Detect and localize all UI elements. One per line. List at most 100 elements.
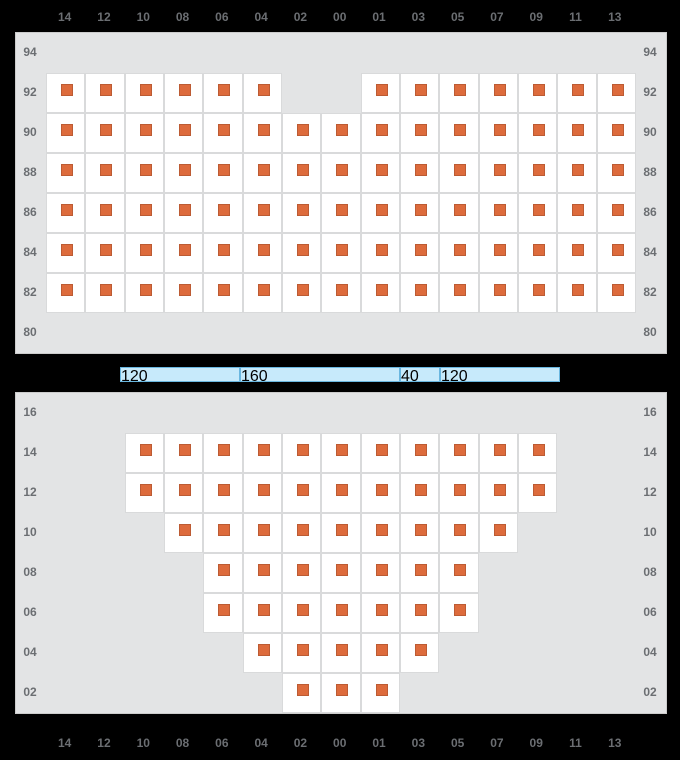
seat-cell[interactable] xyxy=(400,593,439,633)
seat-cell[interactable] xyxy=(282,233,321,273)
seat-cell[interactable] xyxy=(361,113,400,153)
seat-cell[interactable] xyxy=(400,273,439,313)
seat-cell[interactable] xyxy=(46,193,85,233)
seat-cell[interactable] xyxy=(321,593,360,633)
seat-cell[interactable] xyxy=(439,513,478,553)
seat-cell[interactable] xyxy=(361,273,400,313)
seat-cell[interactable] xyxy=(361,633,400,673)
seat-cell[interactable] xyxy=(321,113,360,153)
seat-cell[interactable] xyxy=(400,73,439,113)
seat-cell[interactable] xyxy=(400,153,439,193)
seat-cell[interactable] xyxy=(597,233,636,273)
seat-cell[interactable] xyxy=(479,233,518,273)
seat-cell[interactable] xyxy=(439,73,478,113)
seat-cell[interactable] xyxy=(243,633,282,673)
seat-cell[interactable] xyxy=(282,193,321,233)
seat-cell[interactable] xyxy=(597,193,636,233)
seat-cell[interactable] xyxy=(203,73,242,113)
seat-cell[interactable] xyxy=(321,273,360,313)
seat-cell[interactable] xyxy=(557,153,596,193)
seat-cell[interactable] xyxy=(203,433,242,473)
seat-cell[interactable] xyxy=(282,593,321,633)
seat-cell[interactable] xyxy=(361,513,400,553)
seat-cell[interactable] xyxy=(479,273,518,313)
seat-cell[interactable] xyxy=(361,233,400,273)
seat-cell[interactable] xyxy=(243,233,282,273)
seat-cell[interactable] xyxy=(439,473,478,513)
seat-cell[interactable] xyxy=(400,553,439,593)
seat-cell[interactable] xyxy=(597,273,636,313)
seat-cell[interactable] xyxy=(557,273,596,313)
seat-cell[interactable] xyxy=(282,433,321,473)
seat-cell[interactable] xyxy=(439,433,478,473)
seat-cell[interactable] xyxy=(518,433,557,473)
seat-cell[interactable] xyxy=(439,273,478,313)
seat-cell[interactable] xyxy=(243,593,282,633)
seat-cell[interactable] xyxy=(164,273,203,313)
seat-cell[interactable] xyxy=(125,473,164,513)
seat-cell[interactable] xyxy=(479,193,518,233)
seat-cell[interactable] xyxy=(243,273,282,313)
seat-cell[interactable] xyxy=(125,273,164,313)
seat-cell[interactable] xyxy=(164,73,203,113)
seat-cell[interactable] xyxy=(203,233,242,273)
seat-cell[interactable] xyxy=(125,193,164,233)
seat-cell[interactable] xyxy=(439,153,478,193)
seat-cell[interactable] xyxy=(125,73,164,113)
seat-cell[interactable] xyxy=(439,593,478,633)
seat-cell[interactable] xyxy=(203,153,242,193)
seat-cell[interactable] xyxy=(361,673,400,713)
seat-cell[interactable] xyxy=(557,113,596,153)
seat-cell[interactable] xyxy=(479,73,518,113)
seat-cell[interactable] xyxy=(164,513,203,553)
seat-cell[interactable] xyxy=(557,193,596,233)
seat-cell[interactable] xyxy=(125,433,164,473)
seat-cell[interactable] xyxy=(125,233,164,273)
seat-cell[interactable] xyxy=(243,433,282,473)
seat-cell[interactable] xyxy=(518,153,557,193)
seat-cell[interactable] xyxy=(46,113,85,153)
seat-cell[interactable] xyxy=(321,433,360,473)
seat-cell[interactable] xyxy=(361,153,400,193)
seat-cell[interactable] xyxy=(85,193,124,233)
seat-cell[interactable] xyxy=(439,553,478,593)
seat-cell[interactable] xyxy=(518,73,557,113)
seat-cell[interactable] xyxy=(479,433,518,473)
seat-cell[interactable] xyxy=(400,473,439,513)
seat-cell[interactable] xyxy=(557,233,596,273)
seat-cell[interactable] xyxy=(400,433,439,473)
seat-cell[interactable] xyxy=(282,113,321,153)
seat-cell[interactable] xyxy=(479,473,518,513)
seat-cell[interactable] xyxy=(518,273,557,313)
seat-cell[interactable] xyxy=(203,113,242,153)
seat-cell[interactable] xyxy=(46,73,85,113)
seat-cell[interactable] xyxy=(243,553,282,593)
seat-cell[interactable] xyxy=(243,473,282,513)
seat-cell[interactable] xyxy=(243,153,282,193)
seat-cell[interactable] xyxy=(46,153,85,193)
seat-cell[interactable] xyxy=(321,233,360,273)
seat-cell[interactable] xyxy=(400,633,439,673)
seat-cell[interactable] xyxy=(557,73,596,113)
seat-cell[interactable] xyxy=(243,73,282,113)
seat-cell[interactable] xyxy=(164,233,203,273)
seat-cell[interactable] xyxy=(282,633,321,673)
seat-cell[interactable] xyxy=(518,473,557,513)
seat-cell[interactable] xyxy=(479,513,518,553)
seat-cell[interactable] xyxy=(164,153,203,193)
seat-cell[interactable] xyxy=(282,473,321,513)
seat-cell[interactable] xyxy=(243,113,282,153)
seat-cell[interactable] xyxy=(439,233,478,273)
seat-cell[interactable] xyxy=(243,513,282,553)
seat-cell[interactable] xyxy=(85,73,124,113)
seat-cell[interactable] xyxy=(400,513,439,553)
seat-cell[interactable] xyxy=(321,473,360,513)
seat-cell[interactable] xyxy=(125,113,164,153)
seat-cell[interactable] xyxy=(321,193,360,233)
seat-cell[interactable] xyxy=(597,73,636,113)
seat-cell[interactable] xyxy=(361,433,400,473)
seat-cell[interactable] xyxy=(85,153,124,193)
seat-cell[interactable] xyxy=(164,433,203,473)
seat-cell[interactable] xyxy=(321,673,360,713)
seat-cell[interactable] xyxy=(282,273,321,313)
